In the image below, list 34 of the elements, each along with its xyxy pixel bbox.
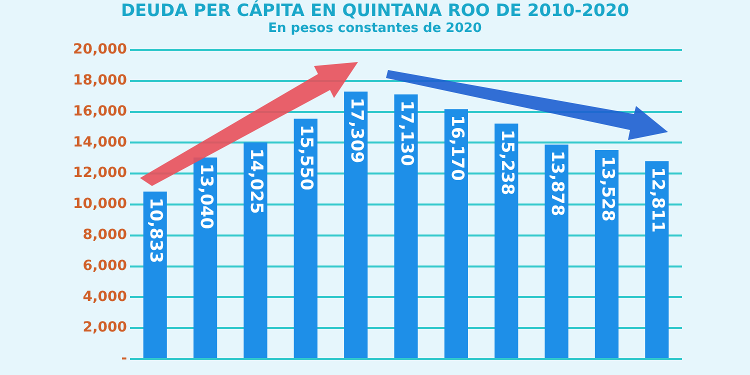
bar	[645, 161, 669, 358]
data-label: 17,309	[346, 98, 366, 164]
y-tick-label: 20,000	[72, 42, 128, 58]
y-tick-label: 6,000	[82, 258, 128, 274]
data-label: 12,811	[647, 167, 668, 233]
y-tick-label: 14,000	[72, 134, 128, 150]
chart-title: DEUDA PER CÁPITA EN QUINTANA ROO DE 2010-2020	[120, 1, 630, 21]
y-tick-label: 4,000	[82, 288, 128, 305]
chart-subtitle: En pesos constantes de 2020	[267, 21, 483, 36]
y-tick-label: 18,000	[72, 72, 128, 89]
bar	[444, 109, 468, 358]
y-tick-label: 16,000	[72, 103, 128, 120]
bar	[394, 94, 418, 358]
bar	[344, 92, 368, 358]
bar	[494, 124, 518, 358]
y-tick-label: 10,000	[72, 196, 128, 212]
bar	[544, 144, 568, 358]
bar	[294, 118, 318, 358]
data-label: 13,040	[196, 164, 216, 230]
data-label: 13,528	[597, 156, 618, 222]
y-tick-label: 12,000	[72, 165, 128, 182]
data-label: 10,833	[146, 198, 166, 264]
y-tick-label: 8,000	[82, 227, 128, 244]
y-tick-label: 2,000	[82, 320, 128, 336]
y-tick-label: -	[121, 350, 128, 367]
data-label: 13,878	[547, 150, 568, 216]
data-label: 17,130	[396, 100, 417, 166]
data-label: 14,025	[246, 148, 266, 214]
bar	[194, 158, 218, 358]
data-label: 15,550	[296, 124, 316, 191]
data-label: 15,238	[496, 130, 517, 196]
bar	[244, 142, 268, 358]
data-label: 16,170	[446, 115, 467, 181]
bar	[594, 150, 619, 358]
